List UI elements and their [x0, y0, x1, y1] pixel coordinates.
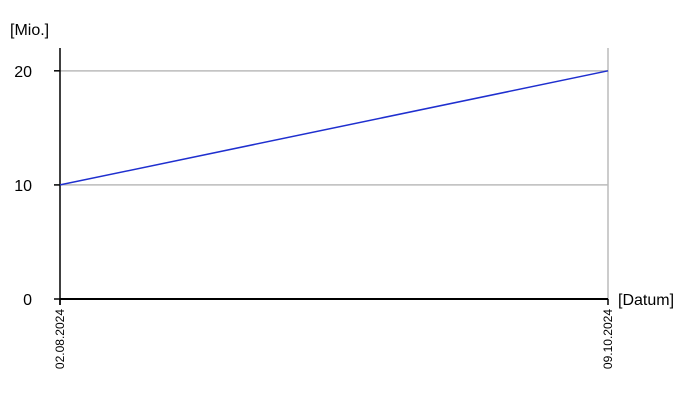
- x-tick-label: 09.10.2024: [601, 309, 615, 369]
- y-tick-label: 10: [14, 178, 32, 195]
- x-axis-label: [Datum]: [618, 292, 674, 309]
- data-line: [59, 70, 609, 186]
- x-tick-label: 02.08.2024: [53, 309, 67, 369]
- y-tick-label: 0: [23, 292, 32, 309]
- y-axis-label: [Mio.]: [10, 22, 49, 39]
- y-tick-label: 20: [14, 64, 32, 81]
